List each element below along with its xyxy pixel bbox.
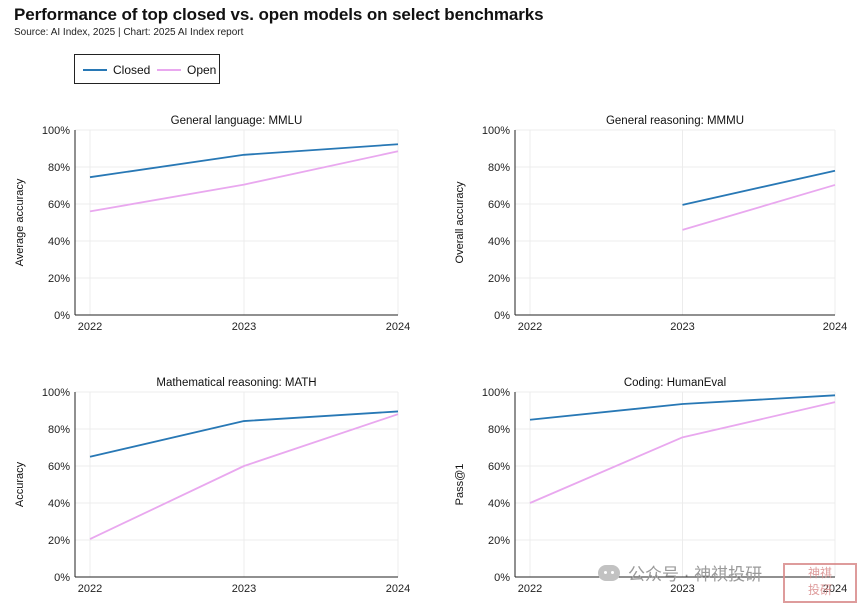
watermark-text: 公众号 · 神祺投研 [628, 565, 763, 584]
y-tick-label: 60% [48, 199, 70, 211]
x-tick-label: 2024 [823, 583, 847, 595]
series-line-closed [529, 394, 836, 421]
chart-panel-3: 0% 20% 40% 60% 80% 100% 2022 2023 2024 Mathematic… [14, 377, 410, 595]
x-tick-label: 2023 [670, 321, 694, 333]
watermark-seal: 神祺 投研 [783, 563, 857, 603]
legend: Closed Open [74, 54, 220, 84]
panel-title: Mathematical reasoning: MATH [156, 377, 316, 389]
chart-panel-4: 0% 20% 40% 60% 80% 100% 2022 2023 2024 Coding: Hu… [454, 377, 847, 595]
chart-source: Source: AI Index, 2025 | Chart: 2025 AI … [14, 27, 244, 38]
y-tick-label: 0% [54, 572, 70, 584]
y-axis-label: Overall accuracy [454, 181, 466, 263]
legend-item-open: Open [157, 63, 216, 77]
y-tick-label: 80% [488, 162, 510, 174]
x-tick-label: 2024 [386, 583, 410, 595]
y-tick-label: 20% [48, 535, 70, 547]
legend-label-closed: Closed [113, 63, 151, 77]
y-tick-label: 60% [488, 199, 510, 211]
y-tick-label: 40% [48, 236, 70, 248]
series-line-open [89, 150, 399, 213]
y-tick-label: 0% [54, 310, 70, 322]
legend-swatch-open [157, 69, 181, 71]
y-tick-label: 60% [48, 461, 70, 473]
watermark: 公众号 · 神祺投研 [598, 560, 762, 585]
wechat-icon [598, 564, 620, 581]
series-line-open [89, 413, 399, 540]
y-axis-label: Pass@1 [454, 464, 466, 506]
series-line-closed [89, 143, 399, 179]
y-tick-label: 40% [48, 498, 70, 510]
series-line-closed [682, 169, 836, 206]
y-axis-label: Accuracy [14, 461, 26, 507]
series-line-closed [89, 410, 399, 458]
y-tick-label: 80% [488, 424, 510, 436]
x-tick-label: 2022 [518, 321, 542, 333]
y-tick-label: 60% [488, 461, 510, 473]
y-tick-label: 100% [482, 125, 510, 137]
panel-title: General reasoning: MMMU [606, 115, 744, 127]
y-tick-label: 0% [494, 572, 510, 584]
y-tick-label: 80% [48, 162, 70, 174]
y-tick-label: 100% [482, 387, 510, 399]
y-tick-label: 80% [48, 424, 70, 436]
chart-panel-2: 0% 20% 40% 60% 80% 100% 2022 2023 2024 General re… [454, 115, 847, 333]
y-tick-label: 20% [488, 273, 510, 285]
legend-label-open: Open [187, 63, 217, 77]
legend-swatch-closed [83, 69, 107, 71]
x-tick-label: 2022 [78, 583, 102, 595]
chart-title: Performance of top closed vs. open model… [14, 5, 544, 24]
y-tick-label: 20% [48, 273, 70, 285]
x-tick-label: 2023 [232, 583, 256, 595]
chart-panel-1: 0% 20% 40% 60% 80% 100% 2022 2023 2024 General la… [14, 115, 410, 333]
y-tick-label: 40% [488, 498, 510, 510]
x-tick-label: 2022 [78, 321, 102, 333]
panel-title: General language: MMLU [171, 115, 303, 127]
x-tick-label: 2024 [823, 321, 847, 333]
x-tick-label: 2022 [518, 583, 542, 595]
y-tick-label: 100% [42, 125, 70, 137]
y-tick-label: 100% [42, 387, 70, 399]
y-tick-label: 20% [488, 535, 510, 547]
x-tick-label: 2023 [670, 583, 694, 595]
x-tick-label: 2024 [386, 321, 410, 333]
legend-item-closed: Closed [83, 63, 150, 77]
panel-title: Coding: HumanEval [624, 377, 726, 389]
y-tick-label: 0% [494, 310, 510, 322]
y-axis-label: Average accuracy [14, 178, 26, 266]
x-tick-label: 2023 [232, 321, 256, 333]
series-line-open [529, 401, 836, 504]
y-tick-label: 40% [488, 236, 510, 248]
series-line-open [682, 184, 836, 231]
